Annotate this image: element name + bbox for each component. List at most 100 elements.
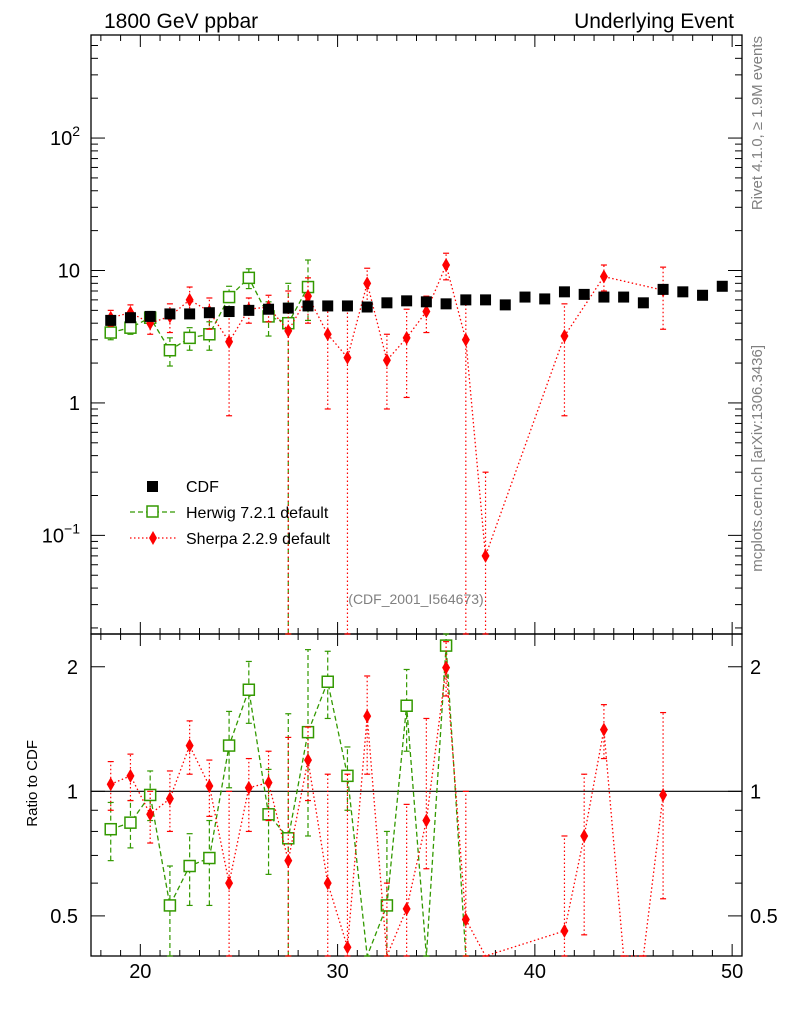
ratio-plot-frame [90, 633, 743, 957]
ratio-xtick-label: 40 [524, 961, 546, 983]
header-left: 1800 GeV ppbar [104, 10, 258, 33]
herwig-ratio-point [104, 822, 117, 836]
sherpa-ratio-point [264, 775, 273, 790]
cdf-data-point [105, 314, 117, 326]
herwig-ratio-point [222, 739, 236, 752]
sherpa-ratio-point [304, 753, 312, 768]
ratio-ylabel: Ratio to CDF [24, 740, 41, 827]
cdf-data-point [637, 297, 649, 309]
mcplots-credit-text: mcplots.cern.ch [arXiv:1306.3436] [749, 345, 766, 572]
sherpa-ratio-point [185, 738, 194, 753]
sherpa-ratio-point [580, 828, 589, 843]
cdf-data-point [322, 300, 334, 312]
header-right: Underlying Event [574, 10, 734, 33]
cdf-data-point [223, 306, 235, 318]
analysis-id-text: (CDF_2001_I564673) [348, 591, 483, 607]
cdf-data-point [381, 297, 393, 309]
sherpa-point [599, 269, 608, 284]
herwig-ratio-point [124, 816, 137, 829]
cdf-data-point [618, 291, 630, 303]
ratio-ytick-label-right: 0.5 [750, 906, 778, 928]
sherpa-point [560, 329, 569, 344]
herwig-ratio-point [262, 808, 275, 821]
sherpa-ratio-point [402, 901, 411, 916]
cdf-data-point [499, 299, 511, 311]
sherpa-point [343, 350, 352, 365]
main-ytick-label: 10 [58, 260, 80, 282]
cdf-data-point [164, 308, 176, 320]
cdf-data-point [716, 280, 728, 292]
cdf-data-point [302, 300, 314, 312]
sherpa-ratio-point [659, 787, 668, 802]
legend-sherpa-label: Sherpa 2.2.9 default [186, 531, 331, 548]
cdf-data-point [697, 289, 709, 301]
sherpa-ratio-point [599, 722, 608, 737]
ratio-xtick-label: 50 [721, 961, 743, 983]
sherpa-ratio-point [442, 660, 451, 675]
sherpa-point [185, 292, 194, 307]
sherpa-point [284, 323, 293, 338]
sherpa-ratio-point [126, 768, 135, 783]
sherpa-line [110, 262, 664, 557]
ratio-ytick-label: 1 [67, 781, 78, 803]
sherpa-ratio-point [165, 791, 174, 806]
sherpa-point [442, 258, 451, 273]
ratio-xtick-label: 30 [326, 961, 348, 983]
herwig-point [203, 328, 216, 341]
sherpa-point [363, 276, 372, 291]
cdf-data-point [420, 296, 432, 308]
sherpa-point [461, 332, 470, 347]
sherpa-ratio-point [323, 876, 332, 891]
cdf-data-point [677, 286, 689, 298]
cdf-data-point [341, 300, 353, 312]
cdf-data-point [401, 295, 413, 307]
legend-cdf-marker [147, 481, 158, 492]
ratio-ytick-label: 0.5 [50, 906, 78, 928]
cdf-data-point [184, 308, 196, 320]
sherpa-ratio-point [343, 940, 352, 955]
main-ytick-label: 1 [69, 393, 80, 415]
cdf-data-point [558, 286, 570, 298]
cdf-data-point [539, 293, 551, 305]
sherpa-point [225, 334, 234, 349]
sherpa-point [422, 304, 431, 319]
herwig-point [222, 290, 236, 304]
herwig-ratio-point [163, 899, 177, 912]
cdf-data-point [480, 294, 492, 306]
cdf-data-point [460, 294, 472, 306]
legend-herwig-marker [146, 505, 159, 518]
sherpa-ratio-point [205, 779, 214, 794]
ratio-plot-marks [104, 633, 668, 957]
sherpa-point [304, 289, 312, 304]
herwig-ratio-point [400, 699, 413, 712]
cdf-data-point [519, 291, 531, 303]
herwig-point [183, 331, 196, 345]
cdf-data-point [578, 288, 590, 300]
cdf-data-point [124, 312, 136, 324]
cdf-data-point [282, 302, 294, 314]
cdf-data-point [657, 283, 669, 295]
sherpa-ratio-point [244, 780, 253, 795]
herwig-point [124, 321, 137, 334]
main-axis-ticks: 10−1 1 10 102 [42, 34, 742, 634]
sherpa-ratio-point [461, 912, 470, 927]
ratio-xtick-label: 20 [129, 961, 151, 983]
cdf-data-point [440, 298, 452, 310]
ratio-axis-ticks: 20 30 40 50 0.5 0.5 1 1 2 2 [50, 634, 778, 983]
sherpa-ratio-point [560, 923, 569, 938]
main-ytick-label: 10−1 [42, 520, 80, 547]
cdf-data-point [263, 303, 275, 315]
sherpa-ratio-point [284, 853, 293, 868]
sherpa-point [382, 353, 391, 368]
sherpa-ratio-point [422, 813, 431, 828]
sherpa-ratio-point [106, 777, 115, 792]
legend-sherpa-marker [149, 531, 157, 545]
herwig-ratio-point [321, 675, 334, 688]
rivet-version-text: Rivet 4.1.0, ≥ 1.9M events [749, 36, 766, 210]
legend-herwig-label: Herwig 7.2.1 default [186, 505, 329, 522]
sherpa-point [323, 327, 332, 342]
sherpa-ratio-point [363, 709, 372, 724]
ratio-ytick-label-right: 2 [750, 657, 761, 679]
sherpa-ratio-point [225, 876, 234, 891]
herwig-ratio-point [183, 859, 196, 873]
